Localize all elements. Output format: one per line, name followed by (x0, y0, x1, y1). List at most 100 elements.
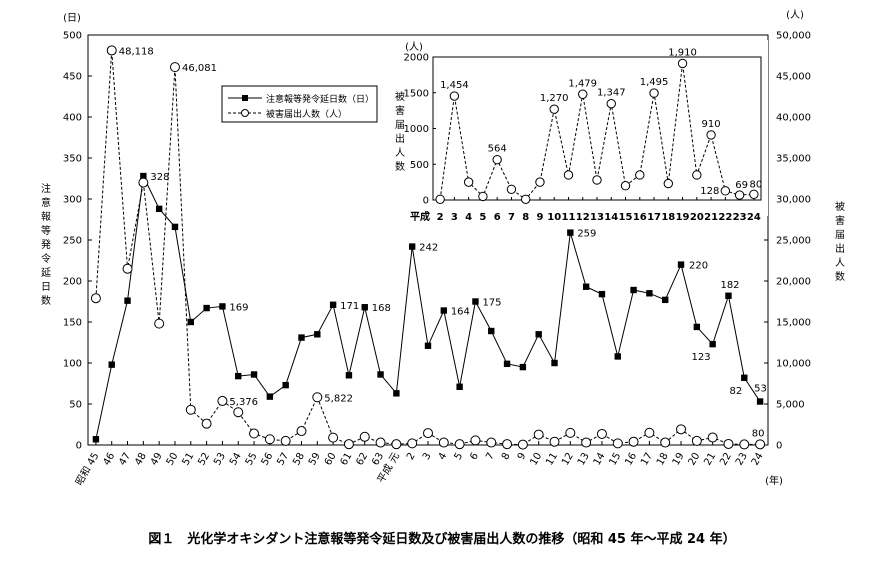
data-point-victims (470, 435, 481, 446)
data-point-victims (296, 426, 307, 437)
data-label: 220 (689, 261, 708, 272)
data-point-days (630, 286, 637, 294)
data-point-days (519, 363, 527, 371)
inset-data-label: 1,270 (540, 93, 569, 104)
x-tick-label: 53 (212, 451, 228, 468)
inset-data-point (435, 194, 445, 204)
left-axis-ticks: 0 50 100 150 200 250 300 350 400 450 500 (63, 31, 92, 452)
data-point-victims (264, 434, 275, 445)
data-point-victims (138, 177, 149, 188)
data-point-days (124, 297, 131, 304)
inset-data-point (749, 189, 759, 199)
inset-data-point (635, 170, 645, 180)
inset-data-label: 1,495 (640, 77, 669, 88)
data-point-days (298, 334, 305, 341)
data-point-victims (391, 439, 402, 450)
axis-label-char: 出 (395, 132, 405, 145)
left-tick-label: 200 (63, 277, 82, 288)
data-point-days (155, 205, 163, 213)
right-tick-label: 10,000 (776, 359, 811, 370)
right-axis-unit: (人) (786, 9, 804, 21)
data-point-victims (755, 439, 766, 450)
x-tick-label: 10 (528, 451, 544, 468)
data-point-days (408, 243, 416, 250)
x-tick-label: 13 (576, 451, 592, 468)
inset-data-point (549, 104, 559, 114)
axis-label-char: 数 (835, 270, 845, 283)
inset-x-tick-label: 23 (733, 212, 747, 223)
legend: 注意報等発令延日数（日） 被害届出人数（人） (221, 85, 378, 123)
data-point-victims (90, 293, 101, 304)
x-tick-label: 20 (687, 451, 703, 468)
left-tick-label: 250 (63, 236, 82, 247)
axis-label-char: 日 (41, 282, 51, 293)
data-point-days (725, 292, 732, 299)
x-tick-label: 11 (544, 451, 560, 468)
figure-caption: 図１ 光化学オキシダント注意報等発令延日数及び被害届出人数の推移（昭和 45 年… (148, 531, 735, 547)
data-label: 182 (720, 280, 739, 291)
inset-data-label: 128 (700, 186, 719, 197)
data-point-days (314, 331, 321, 338)
left-tick-label: 300 (63, 195, 82, 206)
x-tick-label: 59 (307, 451, 323, 468)
right-tick-label: 20,000 (776, 277, 811, 288)
inset-data-point (606, 98, 616, 109)
inset-data-label: 564 (488, 144, 507, 155)
inset-x-tick-label: 13 (590, 212, 604, 223)
inset-data-point (677, 58, 688, 69)
x-tick-label: 8 (500, 451, 513, 462)
data-label: 5,376 (229, 397, 258, 408)
right-tick-label: 45,000 (776, 72, 811, 83)
x-tick-label: 16 (623, 451, 639, 468)
x-tick-label: 50 (165, 451, 181, 468)
data-point-days (582, 283, 590, 290)
data-point-victims (691, 435, 702, 446)
data-point-days (756, 398, 764, 405)
data-point-victims (312, 392, 323, 403)
data-point-days (646, 290, 653, 297)
axis-label-char: 意 (41, 196, 51, 209)
data-point-victims (233, 407, 244, 418)
axis-label-char: 注 (41, 182, 51, 195)
data-point-victims (676, 424, 687, 435)
data-point-days (741, 374, 748, 381)
data-point-days (219, 303, 226, 310)
inset-y-tick-label: 2000 (404, 53, 429, 64)
data-point-days (551, 359, 558, 367)
data-point-victims (359, 431, 370, 442)
left-tick-label: 400 (63, 113, 82, 124)
inset-x-tick-label: 9 (536, 212, 543, 223)
data-label: 259 (577, 229, 596, 240)
inset-x-tick-label: 21 (704, 212, 718, 223)
data-label: 48,118 (119, 46, 154, 57)
right-axis-label: 被害届出人数 (835, 200, 845, 283)
axis-label-char: 届 (395, 119, 405, 131)
x-tick-label: 21 (702, 451, 718, 468)
data-point-victims (739, 439, 750, 450)
left-tick-label: 350 (63, 154, 82, 165)
inset-data-label: 1,347 (597, 88, 626, 99)
inset-data-label: 69 (735, 180, 748, 191)
axis-label-char: 人 (835, 257, 845, 269)
data-point-victims (565, 427, 576, 438)
data-point-victims (517, 439, 528, 450)
x-tick-label: 51 (180, 451, 196, 468)
inset-x-tick-label: 19 (676, 212, 690, 223)
data-point-victims (169, 62, 180, 73)
data-point-days (266, 393, 274, 400)
inset-x-tick-label: 10 (547, 212, 561, 223)
x-tick-label: 46 (101, 451, 117, 468)
inset-x-tick-label: 17 (647, 212, 661, 223)
data-point-victims (644, 427, 655, 438)
inset-data-point (578, 89, 588, 99)
right-tick-label: 15,000 (776, 318, 811, 329)
inset-x-axis-ticks: 2 3 4 5 6 7 8 9 10 11 12 13 14 15 16 17 18 19 20 21 22 23 24 (437, 197, 761, 223)
x-tick-label: 47 (117, 451, 133, 468)
inset-data-point (663, 178, 674, 189)
inset-x-tick-label: 12 (576, 212, 590, 223)
right-tick-label: 30,000 (776, 195, 811, 206)
